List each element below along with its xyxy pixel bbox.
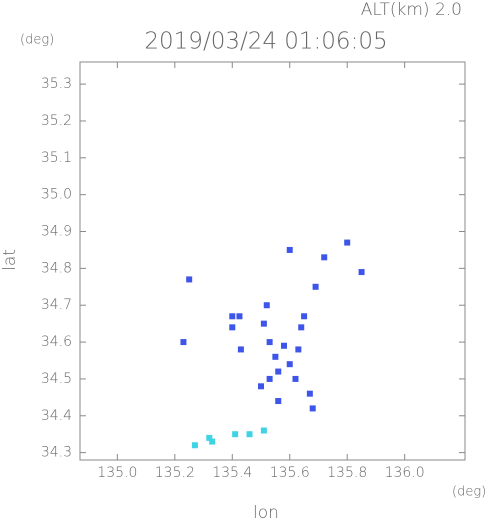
echo-cell [246, 431, 253, 438]
echo-cell [312, 283, 319, 290]
echo-cell [236, 313, 243, 320]
echo-cell [301, 313, 308, 320]
echo-cell [237, 346, 244, 353]
echo-cell [309, 405, 316, 412]
echo-cell [232, 431, 239, 438]
x-tick-label: 135.2 [155, 465, 195, 481]
x-tick-label: 135.6 [270, 465, 310, 481]
x-unit: (deg) [452, 485, 486, 500]
y-tick-label: 35.3 [41, 76, 72, 92]
echo-cell [344, 239, 351, 246]
echo-cell [260, 320, 267, 327]
y-tick-label: 34.4 [41, 408, 72, 424]
echo-cell [286, 246, 293, 253]
echo-cell [272, 353, 279, 360]
echo-cell [206, 434, 213, 441]
y-unit: (deg) [20, 33, 54, 48]
echo-cell [260, 427, 267, 434]
y-tick-label: 34.9 [41, 224, 72, 240]
y-tick-label: 35.2 [41, 113, 72, 129]
echo-cell [229, 324, 236, 331]
x-axis-label: lon [253, 503, 279, 521]
echo-cell [275, 398, 282, 405]
echo-cell [209, 438, 216, 445]
echo-cell [186, 276, 193, 283]
echo-cell [191, 442, 198, 449]
echo-cell [306, 390, 313, 397]
chart-title: 2019/03/24 01:06:05 [144, 29, 387, 55]
echo-cell [266, 339, 273, 346]
echo-cell [266, 375, 273, 382]
y-tick-label: 35.0 [41, 187, 72, 203]
plot-frame [79, 61, 466, 461]
echo-cell [298, 324, 305, 331]
echo-cell [295, 346, 302, 353]
echo-cell [280, 342, 287, 349]
echo-cell [180, 339, 187, 346]
y-tick-label: 34.5 [41, 371, 72, 387]
y-tick-label: 34.8 [41, 260, 72, 276]
echo-cell [321, 254, 328, 261]
echo-cell [258, 383, 265, 390]
x-tick-label: 135.4 [212, 465, 252, 481]
echo-cell [263, 302, 270, 309]
y-axis-label: lat [0, 249, 20, 271]
x-tick-label: 136.0 [385, 465, 425, 481]
echo-cell [229, 313, 236, 320]
x-tick-label: 135.0 [97, 465, 137, 481]
echo-cell [292, 375, 299, 382]
x-tick-label: 135.8 [327, 465, 367, 481]
y-tick-label: 34.3 [41, 445, 72, 461]
echo-cell [275, 368, 282, 375]
y-tick-label: 34.7 [41, 297, 72, 313]
altitude-label: ALT(km) 2.0 [361, 0, 462, 20]
echo-cell [286, 361, 293, 368]
echo-cell [358, 269, 365, 276]
y-tick-label: 34.6 [41, 334, 72, 350]
y-tick-label: 35.1 [41, 150, 72, 166]
